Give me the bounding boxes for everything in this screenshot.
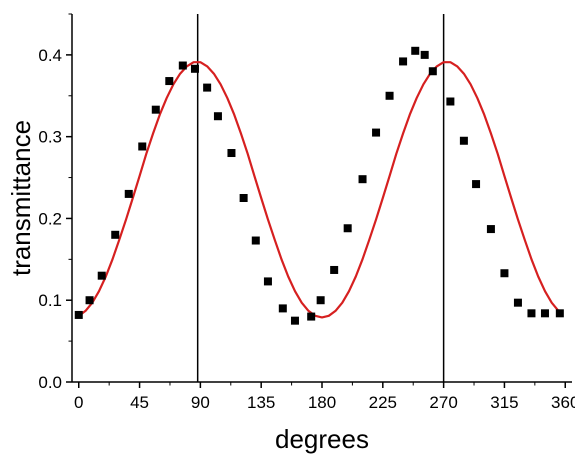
data-point — [307, 312, 316, 321]
fit-curve-group — [78, 61, 560, 319]
y-tick-label: 0.3 — [38, 128, 62, 147]
data-point — [239, 194, 248, 202]
y-tick-label: 0.0 — [38, 373, 62, 392]
data-point — [290, 316, 299, 325]
data-point — [178, 61, 187, 70]
data-point — [278, 304, 287, 313]
data-point — [411, 46, 420, 55]
data-point — [446, 97, 455, 106]
x-tick-label: 135 — [247, 393, 275, 412]
data-points-group — [74, 46, 564, 325]
data-point — [97, 271, 106, 280]
fit-curve — [78, 61, 560, 319]
y-ticks: 0.0 0.1 0.2 0.3 0.4 — [38, 13, 72, 392]
x-tick-label: 315 — [490, 393, 518, 412]
data-point — [385, 91, 394, 100]
y-tick-label: 0.4 — [38, 46, 62, 65]
x-tick-label: 270 — [429, 393, 457, 412]
vertical-reference-lines — [196, 14, 445, 382]
data-point — [316, 296, 325, 305]
y-tick-label: 0.2 — [38, 209, 62, 228]
data-point — [372, 128, 381, 137]
plot-area: 0 45 90 135 180 225 270 315 360 0.0 0.1 0.2 0.3 0.4 — [38, 13, 575, 412]
data-point — [343, 224, 352, 233]
data-point — [203, 83, 212, 92]
x-axis-title: degrees — [275, 424, 369, 454]
data-point — [190, 64, 199, 73]
x-tick-label: 225 — [369, 393, 397, 412]
data-point — [251, 236, 260, 245]
data-point — [263, 277, 272, 286]
data-point — [151, 105, 160, 114]
y-tick-label: 0.1 — [38, 291, 62, 310]
data-point — [513, 298, 522, 307]
data-point — [74, 310, 83, 319]
data-point — [555, 309, 564, 318]
x-tick-label: 0 — [74, 393, 83, 412]
x-tick-label: 45 — [130, 393, 149, 412]
data-point — [138, 142, 147, 151]
data-point — [165, 77, 174, 86]
data-point — [540, 309, 549, 318]
data-point — [85, 296, 94, 305]
data-point — [428, 67, 437, 76]
data-point — [399, 57, 408, 66]
x-tick-label: 90 — [191, 393, 210, 412]
data-point — [111, 230, 120, 239]
data-point — [227, 149, 236, 158]
data-point — [459, 136, 468, 145]
data-point — [213, 112, 222, 121]
x-tick-label: 180 — [308, 393, 336, 412]
data-point — [472, 180, 481, 189]
data-point — [330, 265, 339, 274]
y-axis-title: transmittance — [6, 120, 36, 276]
data-point — [124, 189, 133, 198]
data-point — [420, 50, 429, 59]
data-point — [500, 269, 509, 278]
x-tick-label: 360 — [551, 393, 575, 412]
data-point — [486, 225, 495, 234]
x-ticks: 0 45 90 135 180 225 270 315 360 — [74, 382, 575, 412]
data-point — [527, 309, 536, 318]
data-point — [358, 175, 367, 184]
